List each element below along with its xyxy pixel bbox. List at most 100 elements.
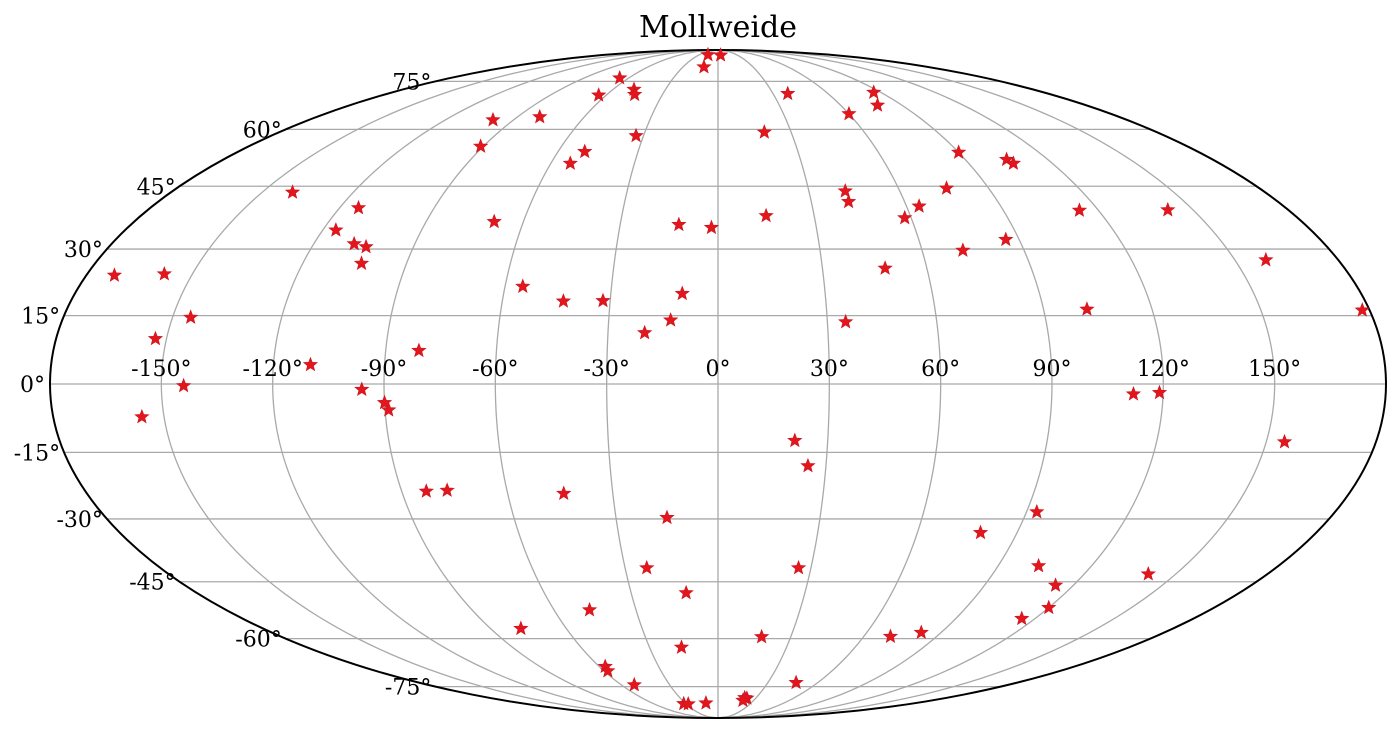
meridian-line [494,49,719,719]
meridian-line [717,49,1053,719]
star-marker [800,457,816,473]
meridian-line [717,49,1276,719]
x-tick-label: 30° [810,357,849,382]
meridian-line [717,49,1164,719]
star-marker [938,180,955,195]
y-tick-label: -75° [385,676,431,701]
y-tick-label: 60° [243,118,282,143]
star-marker [1079,301,1095,316]
star-marker [1160,201,1176,217]
star-marker [955,242,971,257]
star-marker [595,292,611,308]
star-marker [183,309,199,324]
star-marker [840,193,857,209]
meridian-line [717,49,830,719]
star-marker [612,70,628,85]
y-tick-label: 30° [64,238,103,263]
y-tick-label: -45° [129,571,175,596]
star-marker [998,151,1015,167]
star-marker [411,342,427,358]
star-marker [788,674,804,690]
x-tick-label: -90° [361,357,407,382]
graticule [50,49,1386,719]
tick-labels: -150° -120° -90° -60° -30° 0° 30° 60° 90° 120° 150… [14,70,1301,700]
star-marker [663,312,679,327]
star-marker [1276,433,1293,449]
star-marker [790,559,807,575]
data-points [106,46,1370,711]
star-marker [1014,610,1030,626]
star-marker [877,260,893,275]
star-marker [787,432,803,448]
star-marker [639,559,655,575]
star-marker [837,183,853,198]
star-marker [671,216,687,232]
star-marker [696,59,712,74]
y-tick-label: -60° [235,628,281,653]
star-marker [1354,302,1370,317]
star-marker [486,213,502,229]
star-marker [513,620,529,636]
star-marker [284,184,301,199]
star-marker [600,662,616,678]
star-marker [659,509,675,525]
star-marker [1151,384,1168,400]
y-tick-label: -30° [56,508,102,533]
meridian-line [383,49,719,719]
star-marker [439,482,455,497]
star-marker [134,408,150,424]
star-marker [628,127,644,143]
star-marker [626,676,642,692]
star-marker [556,485,572,501]
x-tick-label: -30° [583,357,629,382]
star-marker [106,267,123,282]
star-marker [381,402,397,417]
star-marker [1030,557,1047,573]
star-marker [780,85,796,101]
meridian-line [606,49,719,719]
star-marker [911,198,927,213]
chart-title: Mollweide [639,10,797,45]
star-marker [841,105,857,121]
meridian-line [160,49,719,719]
star-marker [562,155,578,170]
star-marker [951,144,967,159]
star-marker [712,47,729,62]
star-marker [913,624,929,640]
star-marker [837,313,854,329]
star-marker [698,695,714,710]
star-marker [703,219,720,235]
x-tick-label: -60° [472,357,518,382]
star-marker [175,377,192,393]
star-marker [998,231,1014,247]
star-marker [354,381,370,396]
map-boundary [49,49,1387,719]
x-tick-label: 150° [1248,357,1301,382]
star-marker [353,255,370,270]
star-marker [358,238,374,254]
y-tick-label: 75° [392,70,431,95]
star-marker [1125,386,1142,401]
star-marker [485,111,501,127]
star-marker [972,524,989,540]
star-marker [1047,577,1064,592]
star-marker [302,356,319,372]
star-marker [350,199,367,215]
y-tick-label: 45° [137,175,176,200]
star-marker [591,87,607,102]
x-tick-label: 90° [1033,357,1072,382]
star-marker [1071,202,1088,217]
star-marker [418,483,434,498]
star-marker [555,293,572,308]
star-marker [866,84,882,99]
meridian-line [272,49,719,719]
star-marker [328,222,344,237]
star-marker [1140,566,1156,581]
star-marker [627,86,643,102]
star-marker [678,584,694,600]
star-marker [515,278,531,293]
star-marker [756,124,772,139]
x-tick-label: -120° [242,357,302,382]
star-marker [735,692,751,707]
